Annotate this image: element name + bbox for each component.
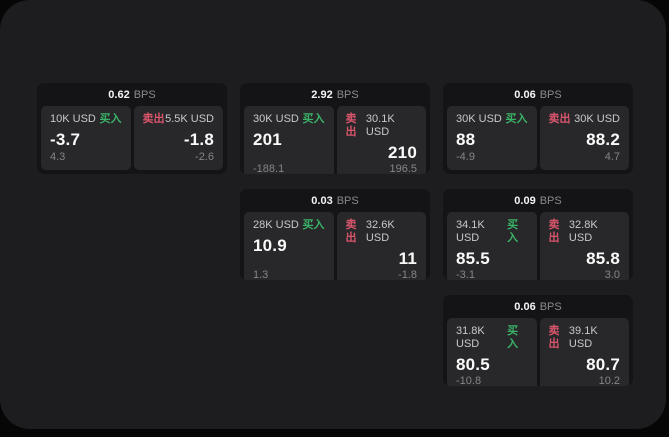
- card-header: 0.09 BPS: [443, 189, 633, 212]
- quote-grid: 0.62 BPS 10K USD 买入 -3.7 4.3 卖出 5.5K USD: [37, 83, 633, 386]
- buy-price: 85.5: [456, 249, 490, 268]
- buy-delta: -10.8: [456, 375, 482, 386]
- sell-button[interactable]: 卖出: [345, 219, 357, 244]
- buy-tile[interactable]: 31.8K USD 买入 80.5 -10.8: [447, 318, 537, 386]
- sell-size: 30K USD: [574, 113, 620, 125]
- buy-tile[interactable]: 30K USD 买入 88 -4.9: [447, 106, 537, 170]
- sell-price: 210: [388, 143, 417, 162]
- buy-button[interactable]: 买入: [505, 113, 528, 125]
- sell-tile[interactable]: 卖出 39.1K USD 80.7 10.2: [539, 318, 629, 386]
- sell-size: 30.1K USD: [365, 113, 395, 138]
- sell-button[interactable]: 卖出: [548, 113, 571, 125]
- buy-button[interactable]: 买入: [302, 113, 325, 125]
- buy-size: 30K USD: [253, 113, 299, 125]
- sell-button[interactable]: 卖出: [345, 113, 357, 138]
- quote-card: 0.09 BPS 34.1K USD 买入 85.5 -3.1 卖出 32.8K…: [443, 189, 633, 280]
- buy-tile[interactable]: 28K USD 买入 10.9 1.3: [244, 212, 334, 280]
- buy-price: -3.7: [50, 130, 81, 149]
- buy-size: 34.1K USD: [456, 219, 485, 244]
- sell-delta: 3.0: [604, 269, 620, 280]
- card-header: 2.92 BPS: [240, 83, 430, 106]
- card-header: 0.06 BPS: [443, 83, 633, 106]
- buy-delta: -188.1: [253, 163, 285, 174]
- bps-value: 0.62: [108, 88, 130, 101]
- sell-delta: 4.7: [604, 151, 620, 163]
- bps-value: 0.06: [514, 88, 536, 101]
- quote-card: 0.06 BPS 30K USD 买入 88 -4.9 卖出 30K USD: [443, 83, 633, 174]
- buy-size: 28K USD: [253, 219, 299, 231]
- sell-tile[interactable]: 卖出 32.6K USD 11 -1.8: [336, 212, 426, 280]
- buy-price: 10.9: [253, 236, 287, 255]
- buy-button[interactable]: 买入: [302, 219, 325, 231]
- bps-unit: BPS: [336, 88, 359, 101]
- bps-unit: BPS: [539, 194, 562, 207]
- sell-size: 32.8K USD: [568, 219, 598, 244]
- buy-delta: -4.9: [456, 151, 475, 163]
- card-body: 31.8K USD 买入 80.5 -10.8 卖出 39.1K USD 80.…: [443, 318, 633, 386]
- buy-size: 31.8K USD: [456, 325, 485, 350]
- sell-tile[interactable]: 卖出 30.1K USD 210 196.5: [336, 106, 426, 174]
- buy-price: 201: [253, 130, 282, 149]
- sell-delta: -1.8: [398, 269, 417, 280]
- bps-value: 0.09: [514, 194, 536, 207]
- sell-tile[interactable]: 卖出 30K USD 88.2 4.7: [539, 106, 629, 170]
- card-body: 30K USD 买入 88 -4.9 卖出 30K USD 88.2 4.7: [443, 106, 633, 174]
- bps-unit: BPS: [133, 88, 156, 101]
- quote-card: 0.03 BPS 28K USD 买入 10.9 1.3 卖出 32.6K US…: [240, 189, 430, 280]
- card-header: 0.03 BPS: [240, 189, 430, 212]
- sell-price: 11: [398, 249, 417, 268]
- sell-price: 88.2: [586, 130, 620, 149]
- sell-tile[interactable]: 卖出 5.5K USD -1.8 -2.6: [133, 106, 223, 170]
- sell-price: 80.7: [586, 355, 620, 374]
- buy-size: 10K USD: [50, 113, 96, 125]
- quote-card: 0.06 BPS 31.8K USD 买入 80.5 -10.8 卖出 39.1…: [443, 295, 633, 386]
- sell-delta: 196.5: [389, 163, 417, 174]
- card-header: 0.06 BPS: [443, 295, 633, 318]
- card-body: 30K USD 买入 201 -188.1 卖出 30.1K USD 210 1…: [240, 106, 430, 174]
- sell-price: 85.8: [586, 249, 620, 268]
- buy-tile[interactable]: 30K USD 买入 201 -188.1: [244, 106, 334, 174]
- quote-card: 0.62 BPS 10K USD 买入 -3.7 4.3 卖出 5.5K USD: [37, 83, 227, 174]
- card-header: 0.62 BPS: [37, 83, 227, 106]
- bps-unit: BPS: [539, 88, 562, 101]
- buy-delta: -3.1: [456, 269, 475, 280]
- sell-size: 32.6K USD: [365, 219, 395, 244]
- card-body: 10K USD 买入 -3.7 4.3 卖出 5.5K USD -1.8 -2.…: [37, 106, 227, 174]
- sell-delta: 10.2: [598, 375, 620, 386]
- buy-price: 88: [456, 130, 476, 149]
- buy-size: 30K USD: [456, 113, 502, 125]
- sell-delta: -2.6: [195, 151, 214, 163]
- bps-value: 0.06: [514, 300, 536, 313]
- buy-button[interactable]: 买入: [507, 219, 519, 244]
- buy-tile[interactable]: 34.1K USD 买入 85.5 -3.1: [447, 212, 537, 280]
- app-panel: 0.62 BPS 10K USD 买入 -3.7 4.3 卖出 5.5K USD: [0, 0, 666, 429]
- buy-button[interactable]: 买入: [507, 325, 519, 350]
- buy-button[interactable]: 买入: [99, 113, 122, 125]
- bps-unit: BPS: [336, 194, 359, 207]
- sell-tile[interactable]: 卖出 32.8K USD 85.8 3.0: [539, 212, 629, 280]
- card-body: 28K USD 买入 10.9 1.3 卖出 32.6K USD 11 -1.8: [240, 212, 430, 280]
- sell-size: 5.5K USD: [165, 113, 214, 125]
- sell-size: 39.1K USD: [568, 325, 598, 350]
- sell-price: -1.8: [183, 130, 214, 149]
- bps-value: 2.92: [311, 88, 333, 101]
- sell-button[interactable]: 卖出: [548, 325, 560, 350]
- sell-button[interactable]: 卖出: [142, 113, 165, 125]
- sell-button[interactable]: 卖出: [548, 219, 560, 244]
- buy-delta: 4.3: [50, 151, 66, 163]
- quote-card: 2.92 BPS 30K USD 买入 201 -188.1 卖出 30.1K …: [240, 83, 430, 174]
- bps-unit: BPS: [539, 300, 562, 313]
- bps-value: 0.03: [311, 194, 333, 207]
- buy-delta: 1.3: [253, 269, 269, 280]
- buy-tile[interactable]: 10K USD 买入 -3.7 4.3: [41, 106, 131, 170]
- card-body: 34.1K USD 买入 85.5 -3.1 卖出 32.8K USD 85.8…: [443, 212, 633, 280]
- buy-price: 80.5: [456, 355, 490, 374]
